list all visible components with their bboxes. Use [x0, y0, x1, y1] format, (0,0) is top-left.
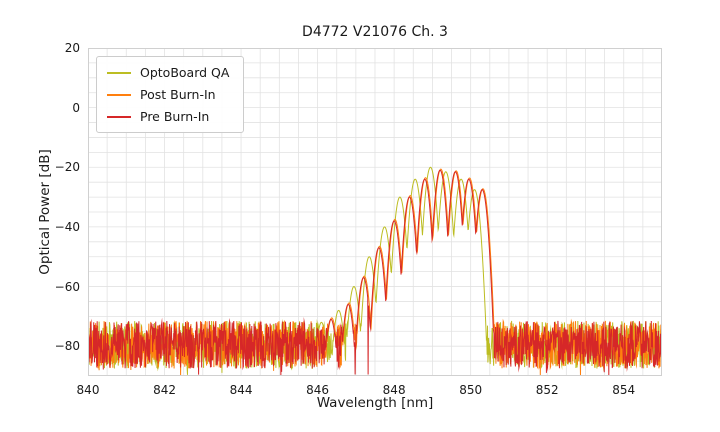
x-tick-label: 842 [153, 383, 176, 397]
y-tick-label: −40 [54, 219, 80, 234]
legend-line-swatch [107, 115, 131, 118]
y-tick-label: 0 [72, 100, 80, 115]
legend-item: Pre Burn-In [107, 109, 229, 124]
plot-area: OptoBoard QA Post Burn-In Pre Burn-In [88, 48, 662, 376]
legend-item: OptoBoard QA [107, 65, 229, 80]
x-tick-label: 852 [535, 383, 559, 397]
x-tick-label: 840 [76, 383, 100, 397]
legend-item: Post Burn-In [107, 87, 229, 102]
y-tick-label: 20 [64, 41, 80, 55]
legend-label: Post Burn-In [140, 87, 216, 102]
x-tick-label: 850 [459, 383, 483, 397]
y-tick-label: −80 [54, 339, 80, 354]
x-tick-label: 854 [612, 383, 636, 397]
legend-line-swatch [107, 71, 131, 74]
y-tick-label: −20 [54, 160, 80, 175]
x-tick-label: 848 [382, 383, 406, 397]
y-tick-label: −60 [54, 279, 80, 294]
legend-label: Pre Burn-In [140, 109, 210, 124]
chart-title: D4772 V21076 Ch. 3 [302, 24, 448, 40]
legend-line-swatch [107, 93, 131, 96]
x-tick-label: 844 [229, 383, 253, 397]
x-tick-label: 846 [306, 383, 330, 397]
legend: OptoBoard QA Post Burn-In Pre Burn-In [96, 56, 245, 133]
legend-label: OptoBoard QA [140, 65, 230, 80]
x-axis-label: Wavelength [nm] [316, 395, 434, 411]
y-axis-label: Optical Power [dB] [37, 149, 53, 275]
